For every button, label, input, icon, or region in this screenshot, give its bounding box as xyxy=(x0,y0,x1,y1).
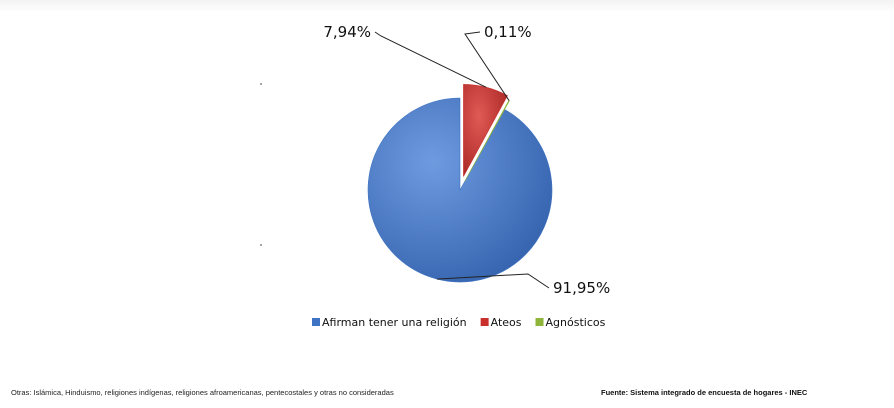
leader-lines xyxy=(374,31,550,289)
pie-chart: 91,95% 7,94% 0,11% Afirman tener una relig… xyxy=(260,23,610,329)
legend-swatch xyxy=(480,318,489,326)
legend-item-ateos: Ateos xyxy=(480,316,522,329)
legend-swatch xyxy=(535,318,544,326)
pie-slices xyxy=(367,84,553,283)
value-label-afirman-tener-una-religion: 91,95% xyxy=(553,279,610,297)
pie-slice-afirman-tener-una-religion xyxy=(367,97,553,283)
footnote-other-religions: Otras: Islámica, Hinduismo, religiones i… xyxy=(11,388,394,397)
legend: Afirman tener una religión Ateos Agnóstico… xyxy=(312,316,606,329)
legend-label: Ateos xyxy=(491,316,522,329)
legend-item-agnosticos: Agnósticos xyxy=(535,316,606,329)
top-fade xyxy=(0,0,894,12)
value-label-ateos: 7,94% xyxy=(323,23,371,41)
slice-labels: 91,95% 7,94% 0,11% xyxy=(323,23,610,297)
legend-label: Agnósticos xyxy=(546,316,606,329)
leader-line-agnosticos xyxy=(464,31,510,101)
leader-line-ateos xyxy=(374,31,487,88)
stray-dot xyxy=(260,83,262,85)
legend-swatch xyxy=(312,318,320,326)
source-note: Fuente: Sistema integrado de encuesta de… xyxy=(601,388,808,397)
stray-dot xyxy=(260,244,262,246)
value-label-agnosticos: 0,11% xyxy=(484,23,532,41)
legend-label: Afirman tener una religión xyxy=(322,316,467,329)
legend-item-afirman-tener-una-religion: Afirman tener una religión xyxy=(312,316,467,329)
leader-line-afirman-tener-una-religion xyxy=(436,273,550,289)
